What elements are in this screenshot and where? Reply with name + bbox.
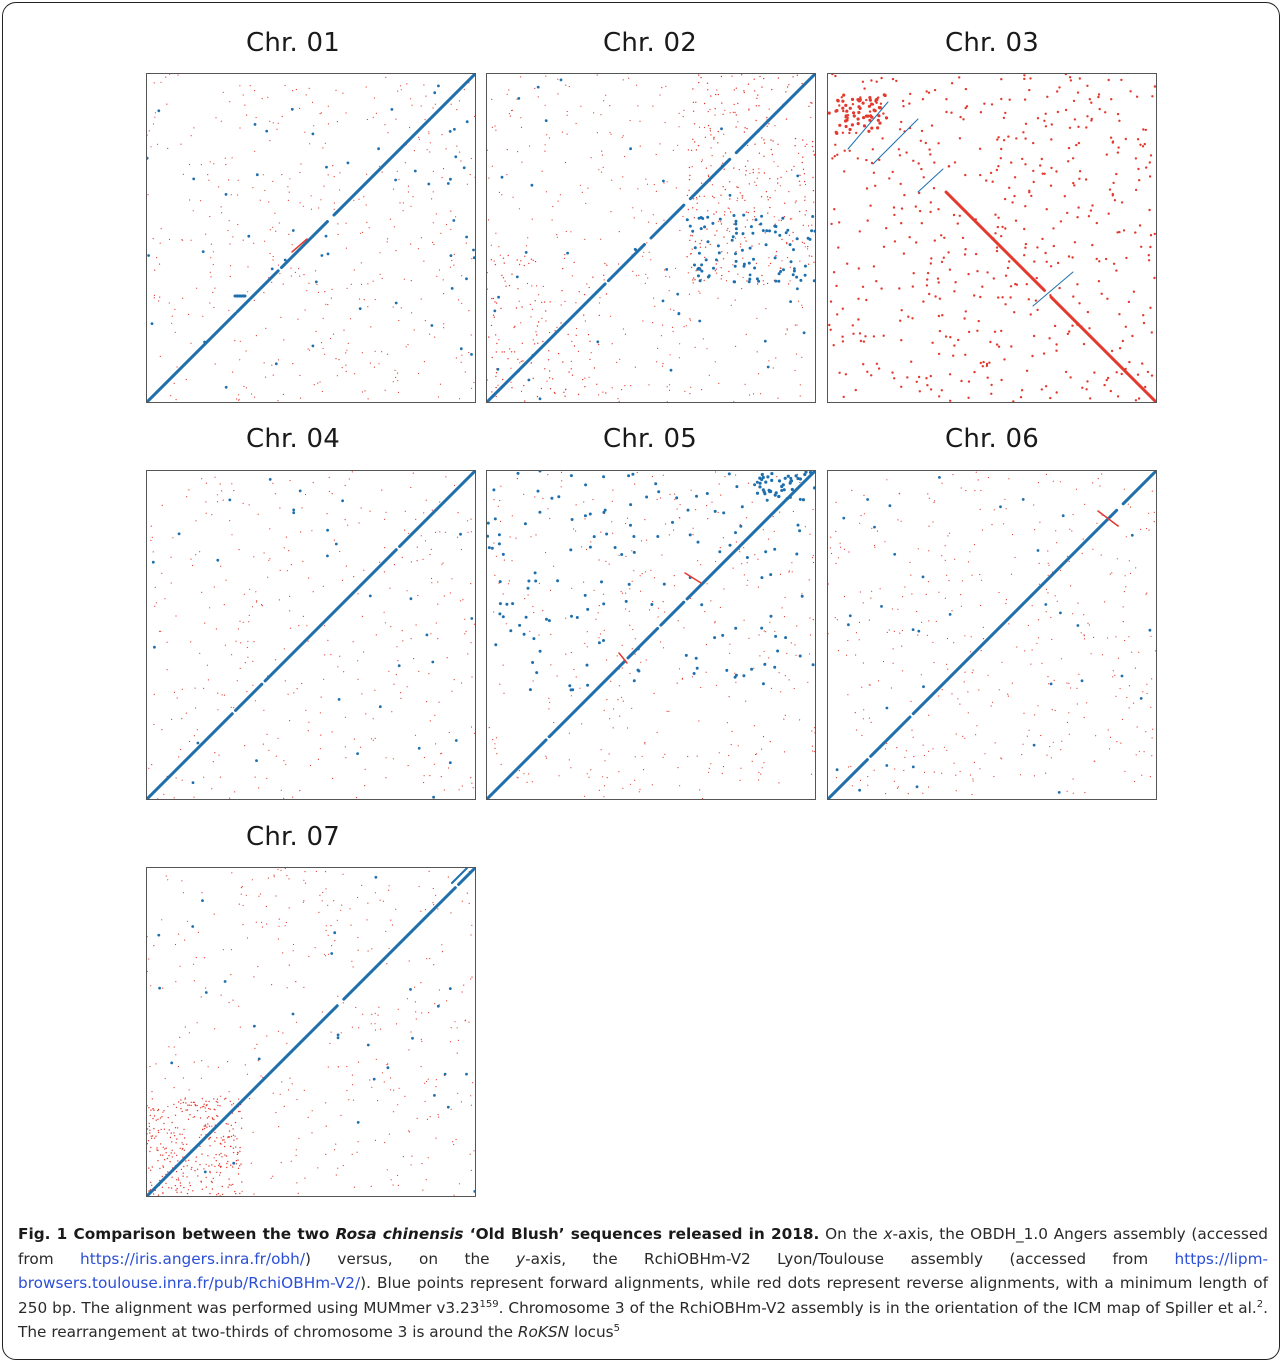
forward-diagonal-4: [734, 74, 815, 155]
dotplot-chr05: [486, 470, 816, 800]
forward-diagonal-2: [457, 868, 475, 886]
caption-text-1: On the: [819, 1225, 884, 1243]
caption-title: Fig. 1 Comparison between the two Rosa c…: [18, 1225, 819, 1243]
ref-5[interactable]: 5: [613, 1322, 620, 1334]
forward-segment-3: [917, 168, 944, 193]
dotplot-chr04: [146, 470, 476, 800]
caption-gene: RoKSN: [517, 1323, 570, 1341]
forward-segment-1: [847, 101, 889, 150]
forward-diagonal-1: [235, 269, 280, 314]
dotplot-chr06: [827, 470, 1157, 800]
forward-dots: [147, 84, 473, 389]
forward-diagonal-0: [147, 712, 234, 799]
forward-diagonal-3: [688, 157, 732, 201]
forward-diagonal-3: [398, 471, 475, 548]
forward-fragment: [451, 868, 468, 884]
forward-diagonal-1: [606, 243, 646, 283]
inversion-mark-1: [618, 652, 628, 664]
panel-title-chr05: Chr. 05: [603, 424, 697, 454]
inversion-mark: [291, 238, 308, 253]
reverse-dots-dense-2: [487, 254, 608, 402]
forward-segment-4: [1032, 271, 1074, 307]
caption-x: x: [883, 1225, 893, 1243]
caption-text-2: -axis, the OBDH_1.0 Angers assembly (acc…: [18, 1225, 1269, 1268]
panel-title-chr01: Chr. 01: [246, 28, 340, 58]
panel-title-chr06: Chr. 06: [945, 424, 1039, 454]
caption-text-7: . The rearrangement at two-thirds of chr…: [18, 1298, 1268, 1342]
forward-dots-top: [755, 471, 815, 502]
reverse-dots: [828, 471, 1156, 796]
ref-2[interactable]: 2: [1256, 1298, 1264, 1310]
reverse-diagonal-1: [1049, 295, 1156, 402]
reverse-dots-cluster: [828, 93, 889, 135]
reverse-dots: [147, 74, 475, 402]
dotplot-chr07: [146, 867, 476, 1197]
forward-diagonal-1: [234, 682, 264, 712]
forward-dots: [157, 875, 475, 1193]
forward-dots: [835, 476, 1152, 794]
forward-diagonal-0: [147, 311, 238, 402]
forward-dots-edge: [446, 120, 475, 351]
panel-title-chr03: Chr. 03: [945, 28, 1039, 58]
forward-diagonal-0: [147, 1004, 339, 1196]
forward-diagonal-2: [626, 626, 660, 660]
dotplot-chr02: [486, 73, 816, 403]
forward-diagonal-1: [342, 886, 457, 1001]
ref-159[interactable]: 159: [479, 1298, 499, 1310]
forward-diagonal-3: [659, 600, 686, 627]
panel-title-chr02: Chr. 02: [603, 28, 697, 58]
panel-title-chr07: Chr. 07: [246, 822, 340, 852]
caption-text-4: -axis, the RchiOBHm-V2 Lyon/Toulouse ass…: [525, 1249, 1175, 1268]
forward-dots: [151, 478, 474, 799]
panel-title-chr04: Chr. 04: [246, 424, 340, 454]
dotplot-chr03: [827, 73, 1157, 403]
caption-title-post: ‘Old Blush’ sequences released in 2018.: [463, 1225, 820, 1243]
forward-dots-cluster: [685, 213, 815, 284]
caption-y: y: [516, 1249, 526, 1268]
forward-diagonal-3: [1121, 471, 1156, 506]
forward-diagonal-2: [263, 548, 398, 683]
fig-label: Fig. 1: [18, 1225, 68, 1243]
forward-segment-2: [872, 118, 919, 165]
forward-diagonal-0: [487, 282, 607, 402]
caption-text-8: locus: [569, 1323, 614, 1341]
link-obh[interactable]: https://iris.angers.inra.fr/obh/: [80, 1249, 305, 1268]
forward-diagonal-0: [828, 758, 869, 799]
forward-diagonal-2: [279, 220, 329, 270]
caption-species: Rosa chinensis: [335, 1225, 464, 1243]
forward-diagonal-3: [332, 74, 475, 217]
inversion-mark-2: [684, 572, 702, 584]
forward-dots: [487, 471, 815, 692]
forward-diagonal-1: [547, 659, 627, 739]
forward-diagonal-0: [487, 738, 548, 799]
figure-caption: Fig. 1 Comparison between the two Rosa c…: [18, 1222, 1268, 1345]
forward-diagonal-1: [869, 715, 912, 758]
caption-title-pre: Comparison between the two: [73, 1225, 336, 1243]
caption-text-5: ). Blue points represent forward alignme…: [18, 1274, 1268, 1317]
forward-diagonal-2: [649, 203, 686, 240]
reverse-dots-dense: [686, 74, 815, 285]
reverse-dots: [147, 868, 475, 1196]
reverse-dots: [828, 74, 1156, 402]
reverse-dots-dense: [147, 1097, 243, 1196]
caption-text-6: . Chromosome 3 of the RchiOBHm-V2 assemb…: [498, 1298, 1257, 1317]
dotplot-chr01: [146, 73, 476, 403]
forward-diagonal-4: [685, 471, 815, 601]
forward-diagonal-2: [911, 508, 1119, 716]
reverse-dots: [148, 471, 475, 799]
link-rchiobhm[interactable]: https://lipm-browsers.toulouse.inra.fr/p…: [18, 1249, 1268, 1293]
inversion-mark: [1097, 510, 1119, 527]
reverse-diagonal-0: [944, 190, 1046, 292]
caption-text-3: ) versus, on the: [305, 1249, 517, 1268]
